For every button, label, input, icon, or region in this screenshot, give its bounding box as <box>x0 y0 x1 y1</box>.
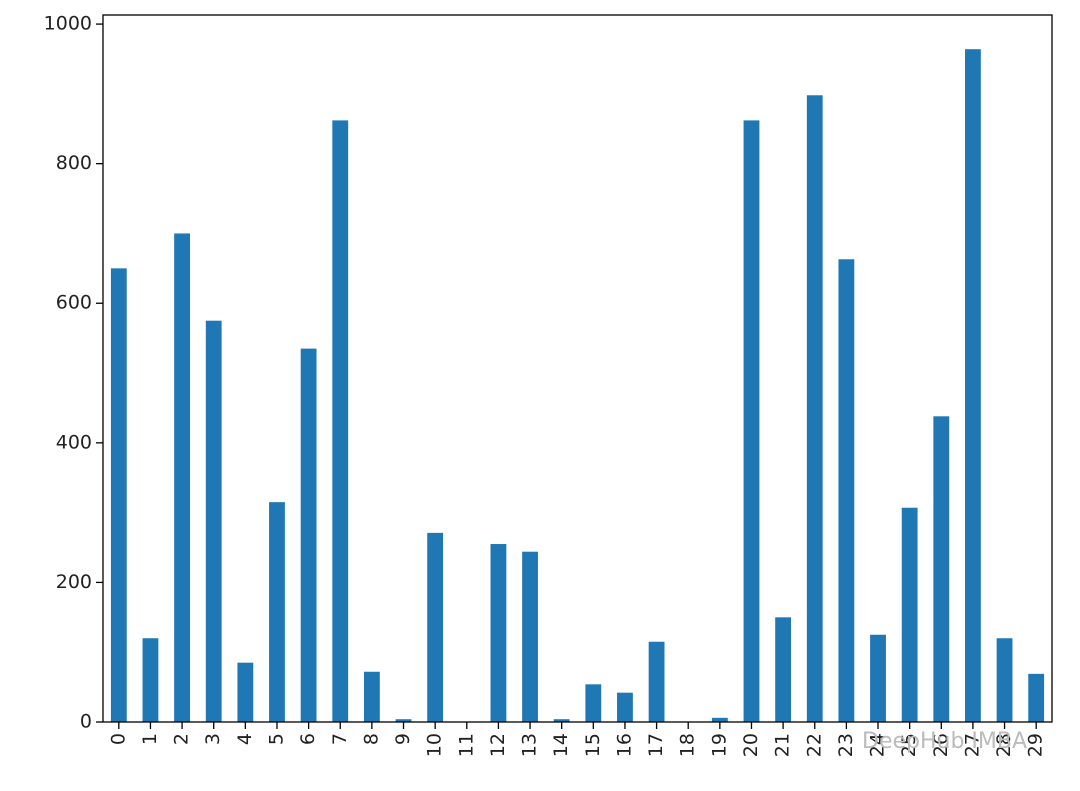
y-tick-label: 0 <box>80 711 92 733</box>
x-tick-label: 6 <box>297 733 319 745</box>
x-tick-label: 21 <box>772 733 794 757</box>
plot-frame <box>102 14 1053 723</box>
bar <box>332 120 349 723</box>
x-tick-label: 28 <box>993 733 1015 757</box>
bar <box>965 49 981 722</box>
bar <box>490 544 507 722</box>
x-tick-label: 14 <box>550 733 572 757</box>
x-tick-label: 17 <box>645 733 667 757</box>
bar <box>711 717 728 722</box>
x-tick-label: 22 <box>803 733 825 757</box>
x-tick-label: 24 <box>867 733 889 757</box>
y-tick-label: 400 <box>56 431 92 453</box>
x-tick-label: 10 <box>424 733 446 757</box>
watermark: DeepHub IMBA <box>862 729 1027 754</box>
x-tick-label: 16 <box>613 733 635 757</box>
bar <box>838 259 855 722</box>
x-tick-label: 13 <box>519 733 541 757</box>
x-tick-label: 11 <box>455 733 477 757</box>
bar <box>363 671 380 722</box>
x-tick-label: 5 <box>265 733 287 745</box>
bar <box>300 348 317 722</box>
x-tick-label: 29 <box>1025 733 1047 757</box>
bar <box>427 532 444 722</box>
x-tick-label: 18 <box>677 733 699 757</box>
bar <box>775 617 792 722</box>
x-tick-label: 9 <box>392 733 414 745</box>
x-tick-label: 27 <box>961 733 983 757</box>
y-tick-label: 200 <box>56 571 92 593</box>
bar <box>1028 673 1045 722</box>
x-tick-label: 19 <box>708 733 730 757</box>
bar <box>553 719 570 722</box>
bar <box>996 638 1013 722</box>
x-tick-label: 23 <box>835 733 857 757</box>
y-tick-label: 600 <box>56 292 92 314</box>
bar <box>743 120 760 723</box>
bar <box>174 233 190 722</box>
x-tick-label: 2 <box>171 733 193 745</box>
y-tick-label: 800 <box>56 152 92 174</box>
x-tick-label: 15 <box>582 733 604 757</box>
y-tick-label: 1000 <box>44 13 92 35</box>
x-tick-label: 20 <box>740 733 762 757</box>
bar <box>269 502 285 722</box>
x-tick-label: 26 <box>930 733 952 757</box>
bar <box>901 507 918 722</box>
x-tick-label: 4 <box>234 733 256 745</box>
bar <box>870 634 886 722</box>
x-tick-label: 1 <box>139 733 161 745</box>
x-tick-label: 12 <box>487 733 509 757</box>
x-tick-label: 25 <box>898 733 920 757</box>
bar <box>205 320 222 722</box>
bar <box>617 692 633 722</box>
bar <box>585 684 602 722</box>
bar <box>522 551 538 722</box>
bar <box>648 641 665 722</box>
bar <box>933 416 950 722</box>
bar <box>110 268 127 722</box>
x-tick-label: 7 <box>329 733 351 745</box>
x-tick-label: 3 <box>202 733 224 745</box>
bar <box>395 719 412 722</box>
x-tick-label: 0 <box>107 733 129 745</box>
bar <box>237 662 254 722</box>
x-tick-label: 8 <box>360 733 382 745</box>
bar <box>142 638 159 722</box>
bar <box>806 95 823 722</box>
